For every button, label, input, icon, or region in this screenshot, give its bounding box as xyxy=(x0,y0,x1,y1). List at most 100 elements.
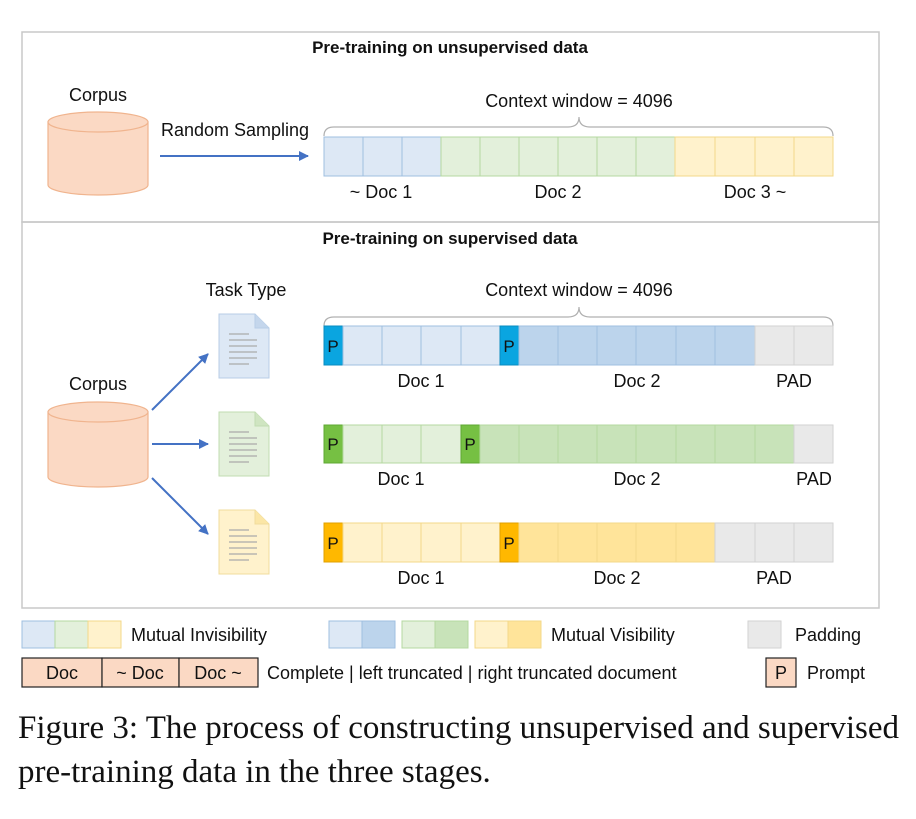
prompt-label: P xyxy=(464,435,475,454)
token-cell xyxy=(674,136,716,177)
legend-prompt-box-label: P xyxy=(775,663,787,683)
task-document-icon xyxy=(218,313,270,379)
token-cell xyxy=(440,136,481,177)
token-bar-row-2 xyxy=(323,424,834,464)
task-document-icon xyxy=(218,411,270,477)
doc-label: ~ Doc 1 xyxy=(350,182,413,202)
task-document-icon xyxy=(218,509,270,575)
prompt-label: P xyxy=(327,534,338,553)
legend-doc-description: Complete | left truncated | right trunca… xyxy=(267,663,677,683)
token-cell xyxy=(381,325,422,366)
token-cell xyxy=(675,424,716,464)
legend-mutual-visibility-label: Mutual Visibility xyxy=(551,625,675,645)
token-bar-row-3 xyxy=(323,522,834,563)
token-cell xyxy=(479,136,520,177)
token-cell xyxy=(460,522,501,563)
token-cell xyxy=(342,325,383,366)
context-window-label-top: Context window = 4096 xyxy=(485,91,673,111)
token-cell xyxy=(675,325,716,366)
corpus-cylinder-top xyxy=(47,111,149,196)
legend-padding-swatch xyxy=(747,620,782,649)
token-cell xyxy=(635,424,677,464)
token-cell xyxy=(518,325,559,366)
prompt-label: P xyxy=(503,534,514,553)
legend-prompt-box xyxy=(765,657,797,688)
legend-padding-label: Padding xyxy=(795,625,861,645)
pad-label: PAD xyxy=(776,371,812,391)
pad-cell xyxy=(793,325,834,366)
doc-label: Doc 1 xyxy=(377,469,424,489)
legend-doc-left-truncated: ~ Doc xyxy=(116,663,164,683)
doc-label: Doc 2 xyxy=(534,182,581,202)
corpus-cylinder-bottom xyxy=(47,401,149,488)
pad-cell xyxy=(754,325,795,366)
token-cell xyxy=(714,424,756,464)
legend-mutual-visibility-swatches xyxy=(328,620,542,649)
legend-doc-right-truncated: Doc ~ xyxy=(194,663,242,683)
token-cell xyxy=(793,136,834,177)
legend-mutual-invisibility-label: Mutual Invisibility xyxy=(131,625,267,645)
token-cell xyxy=(401,136,442,177)
legend-prompt-label: Prompt xyxy=(807,663,865,683)
doc-label: Doc 3 ~ xyxy=(724,182,787,202)
unsupervised-title: Pre-training on unsupervised data xyxy=(312,38,588,57)
doc-label: Doc 2 xyxy=(613,371,660,391)
context-brace-top xyxy=(323,116,834,137)
token-cell xyxy=(557,424,598,464)
token-bar-top xyxy=(323,136,834,177)
token-cell xyxy=(342,424,383,464)
token-cell xyxy=(518,136,559,177)
pretraining-diagram: Pre-training on unsupervised data Corpus… xyxy=(21,31,880,688)
doc-label: Doc 1 xyxy=(397,568,444,588)
context-window-label-bottom: Context window = 4096 xyxy=(485,280,673,300)
doc-label: Doc 2 xyxy=(613,469,660,489)
pad-label: PAD xyxy=(756,568,792,588)
legend-mutual-invisibility-swatches xyxy=(21,620,122,649)
doc-label: Doc 2 xyxy=(593,568,640,588)
token-cell xyxy=(420,424,462,464)
token-cell xyxy=(596,325,637,366)
corpus-label-bottom: Corpus xyxy=(69,374,127,394)
legend-doc-complete: Doc xyxy=(46,663,78,683)
supervised-panel xyxy=(21,221,880,609)
token-cell xyxy=(323,136,364,177)
token-cell xyxy=(557,325,598,366)
token-cell xyxy=(381,522,422,563)
pad-cell xyxy=(793,522,834,563)
token-cell xyxy=(635,136,676,177)
token-cell xyxy=(596,136,637,177)
doc-label: Doc 1 xyxy=(397,371,444,391)
pad-cell xyxy=(754,522,795,563)
figure-caption: Figure 3: The process of constructing un… xyxy=(18,710,900,790)
supervised-title: Pre-training on supervised data xyxy=(322,229,578,248)
token-cell xyxy=(420,522,462,563)
token-bar-row-1 xyxy=(323,325,834,366)
context-brace-bottom xyxy=(323,306,834,327)
prompt-label: P xyxy=(327,435,338,454)
token-cell xyxy=(342,522,383,563)
pad-label: PAD xyxy=(796,469,832,489)
token-cell xyxy=(596,424,637,464)
corpus-label-top: Corpus xyxy=(69,85,127,105)
token-cell xyxy=(714,325,756,366)
prompt-label: P xyxy=(503,337,514,356)
token-cell xyxy=(362,136,403,177)
token-cell xyxy=(557,136,598,177)
token-cell xyxy=(675,522,716,563)
pad-cell xyxy=(714,522,756,563)
prompt-label: P xyxy=(327,337,338,356)
task-arrow xyxy=(151,477,209,535)
token-cell xyxy=(420,325,462,366)
token-cell xyxy=(635,522,677,563)
token-cell xyxy=(381,424,422,464)
legend-doc-boxes xyxy=(21,657,259,688)
task-type-label: Task Type xyxy=(206,280,287,300)
token-cell xyxy=(518,424,559,464)
token-cell xyxy=(596,522,637,563)
token-cell xyxy=(714,136,756,177)
token-cell xyxy=(557,522,598,563)
token-cell xyxy=(460,325,501,366)
token-cell xyxy=(754,136,795,177)
pad-cell xyxy=(793,424,834,464)
task-arrow xyxy=(151,353,209,411)
